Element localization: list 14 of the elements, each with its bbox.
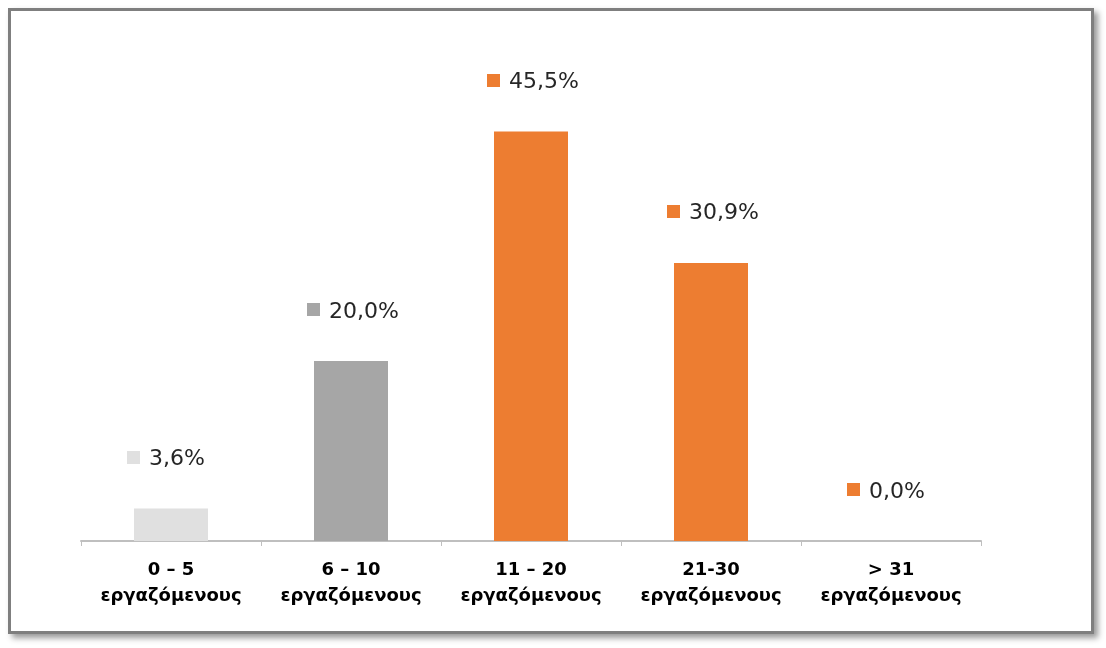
bar: [494, 131, 568, 541]
bar: [314, 361, 388, 541]
data-label: 3,6%: [149, 445, 205, 471]
data-label: 20,0%: [329, 297, 399, 323]
data-label: 30,9%: [689, 199, 759, 225]
bar: [674, 262, 748, 541]
x-tick-label: 0 – 5 εργαζόμενους: [100, 557, 242, 605]
bar: [134, 508, 208, 541]
x-tick-label: > 31 εργαζόμενους: [820, 557, 962, 605]
x-tick-label: 21-30 εργαζόμενους: [640, 557, 782, 605]
x-tick-label: 11 – 20 εργαζόμενους: [460, 557, 602, 605]
data-label: 45,5%: [509, 68, 579, 93]
data-label: 0,0%: [869, 477, 925, 503]
x-tick-label: 6 – 10 εργαζόμενους: [280, 557, 422, 605]
